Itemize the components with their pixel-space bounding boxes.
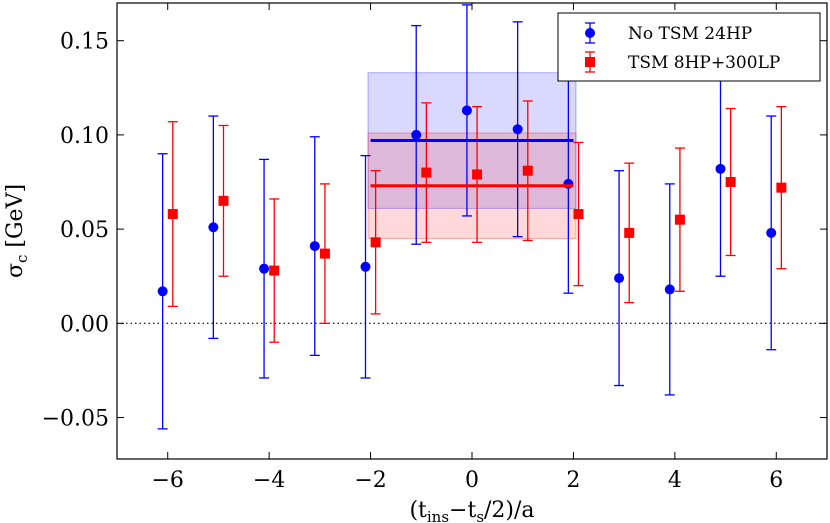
x-tick-label: 2 bbox=[566, 468, 580, 493]
data-point bbox=[259, 263, 270, 274]
data-point bbox=[370, 237, 381, 248]
data-point bbox=[563, 178, 574, 189]
legend-entry: TSM 8HP+300LP bbox=[585, 51, 780, 73]
data-point bbox=[776, 182, 787, 193]
y-tick-labels: −0.05 0.00 0.05 0.10 0.15 bbox=[42, 30, 109, 432]
x-tick-label: 0 bbox=[465, 468, 479, 493]
data-point bbox=[461, 105, 472, 116]
data-point bbox=[421, 167, 432, 178]
data-point bbox=[715, 163, 726, 174]
fit-lines bbox=[370, 139, 574, 188]
x-axis-label: (tins−ts/2)/a bbox=[409, 498, 534, 523]
legend-label: TSM 8HP+300LP bbox=[628, 53, 780, 73]
data-point bbox=[664, 284, 675, 295]
y-tick-label: 0.05 bbox=[60, 218, 109, 243]
x-tick-label: 6 bbox=[769, 468, 783, 493]
legend: No TSM 24HP TSM 8HP+300LP bbox=[557, 12, 821, 82]
data-point bbox=[208, 222, 219, 233]
data-point bbox=[674, 214, 685, 225]
data-point bbox=[319, 248, 330, 259]
data-point bbox=[472, 169, 483, 180]
y-tick-label: −0.05 bbox=[42, 407, 109, 432]
data-point bbox=[157, 286, 168, 297]
legend-label: No TSM 24HP bbox=[628, 24, 752, 44]
data-point bbox=[512, 124, 523, 135]
data-point bbox=[766, 227, 777, 238]
axis-ticks bbox=[117, 3, 827, 459]
data-point bbox=[269, 265, 280, 276]
y-tick-label: 0.15 bbox=[60, 30, 109, 55]
data-point bbox=[167, 209, 178, 220]
data-point bbox=[614, 273, 625, 284]
x-tick-label: −4 bbox=[253, 468, 285, 493]
data-point bbox=[360, 261, 371, 272]
data-point bbox=[218, 195, 229, 206]
data-point bbox=[624, 227, 635, 238]
data-point bbox=[725, 177, 736, 188]
data-point bbox=[411, 129, 422, 140]
y-tick-label: 0.00 bbox=[60, 312, 109, 337]
x-tick-label: 4 bbox=[668, 468, 682, 493]
x-tick-label: −6 bbox=[151, 468, 183, 493]
y-tick-label: 0.10 bbox=[60, 124, 109, 149]
data-point bbox=[573, 209, 584, 220]
y-axis-label: σc [GeV] bbox=[3, 184, 31, 278]
x-tick-labels: −6 −4 −2 0 2 4 6 bbox=[151, 468, 783, 493]
legend-marker bbox=[585, 28, 595, 38]
legend-box bbox=[557, 12, 821, 82]
legend-entry: No TSM 24HP bbox=[585, 22, 752, 44]
data-points bbox=[157, 105, 787, 297]
legend-marker bbox=[585, 57, 595, 67]
fit-bands bbox=[367, 72, 577, 240]
x-tick-label: −2 bbox=[354, 468, 386, 493]
data-point bbox=[522, 165, 533, 176]
data-point bbox=[309, 241, 320, 252]
